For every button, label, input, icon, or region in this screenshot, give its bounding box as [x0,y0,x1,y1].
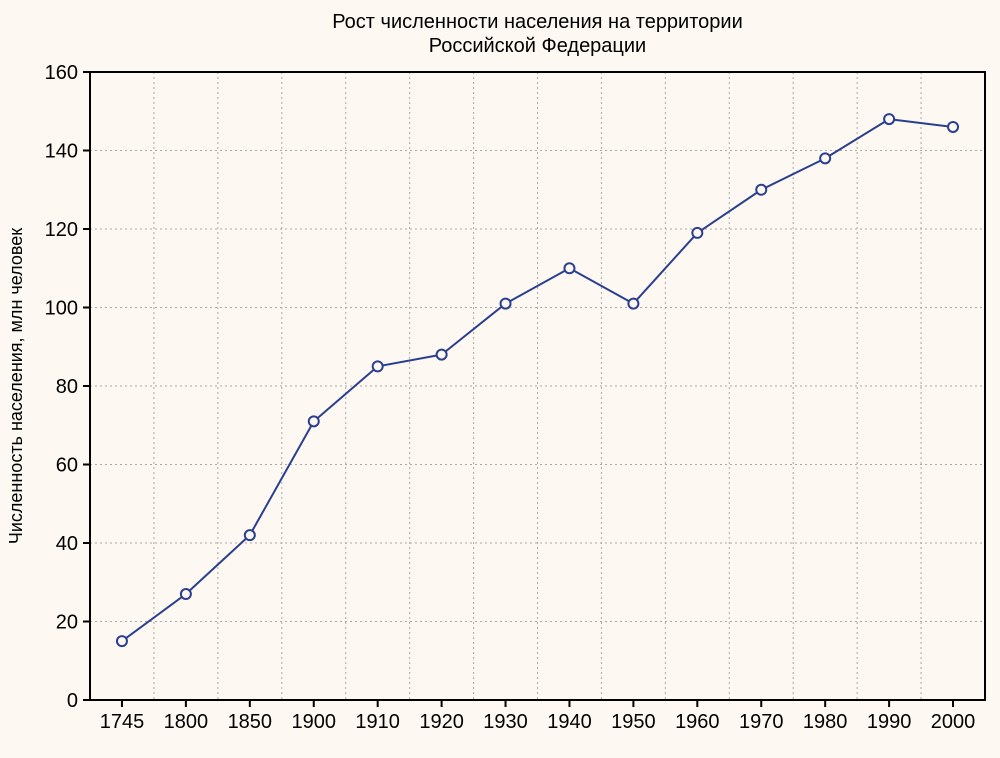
x-tick-label: 1920 [419,711,464,733]
data-point [820,153,830,163]
x-tick-label: 1910 [355,711,400,733]
y-tick-label: 20 [56,612,78,634]
data-point [884,114,894,124]
x-tick-label: 1850 [228,711,273,733]
y-tick-label: 80 [56,376,78,398]
data-point [948,122,958,132]
data-point [309,416,319,426]
y-tick-label: 100 [45,298,78,320]
y-tick-label: 0 [67,690,78,712]
x-tick-label: 1980 [803,711,848,733]
y-tick-label: 140 [45,141,78,163]
chart-title-line1: Рост численности населения на территории [332,11,743,33]
x-tick-label: 1990 [867,711,912,733]
x-tick-label: 2000 [931,711,976,733]
chart-title-line2: Российской Федерации [429,35,646,57]
data-point [692,228,702,238]
data-point [245,530,255,540]
data-point [628,299,638,309]
data-point [564,263,574,273]
x-tick-label: 1960 [675,711,720,733]
x-tick-label: 1950 [611,711,656,733]
data-point [501,299,511,309]
data-point [117,636,127,646]
data-point [181,589,191,599]
data-point [756,185,766,195]
y-axis-title: Численность населения, млн человек [6,228,26,544]
x-tick-label: 1800 [164,711,209,733]
x-tick-label: 1970 [739,711,784,733]
y-tick-label: 60 [56,455,78,477]
x-tick-label: 1940 [547,711,592,733]
data-point [437,350,447,360]
x-tick-label: 1745 [100,711,145,733]
y-tick-label: 40 [56,533,78,555]
y-tick-label: 120 [45,219,78,241]
population-chart: 0 20 40 60 80 100 120 140 160 1745 1800 1850 1900 191… [0,0,1000,758]
x-tick-label: 1930 [483,711,528,733]
x-tick-label: 1900 [292,711,337,733]
data-point [373,361,383,371]
y-tick-label: 160 [45,62,78,84]
chart-container: 0 20 40 60 80 100 120 140 160 1745 1800 1850 1900 191… [0,0,1000,758]
